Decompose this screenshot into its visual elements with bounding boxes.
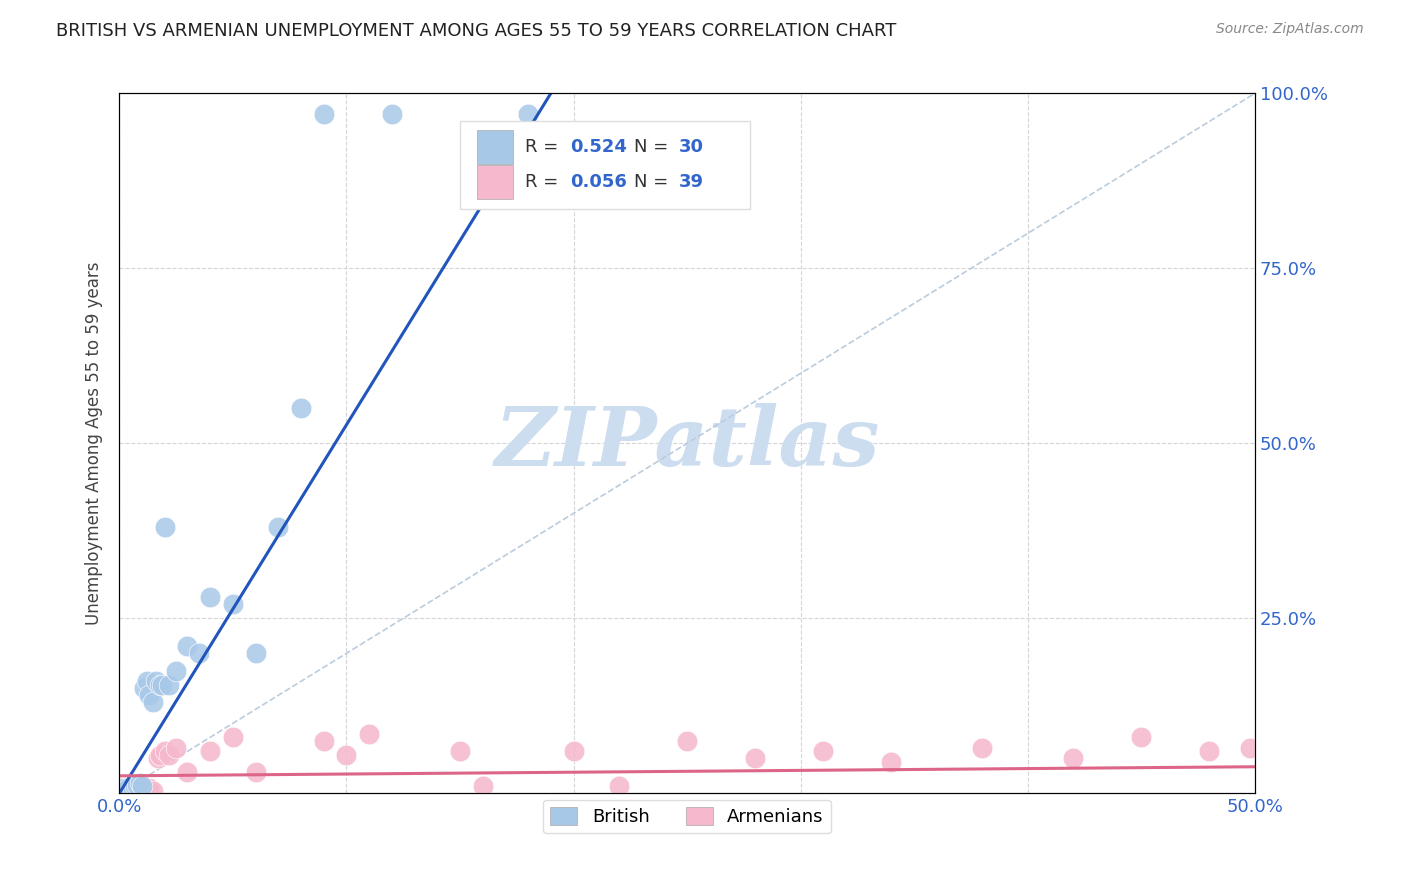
Point [149,678,172,692]
Point [359,727,381,741]
Text: R =: R = [524,138,564,156]
Point [127,778,149,792]
Point [124,782,146,797]
Point [1198,744,1220,758]
Point [153,744,176,758]
Point [176,765,198,780]
Text: Source: ZipAtlas.com: Source: ZipAtlas.com [1216,22,1364,37]
Point [142,784,165,798]
Point [149,747,172,762]
Point [112,780,135,795]
FancyBboxPatch shape [477,165,513,200]
Point [134,780,156,795]
Point [131,782,153,797]
Point [152,678,174,692]
Point [267,520,290,534]
Point [165,740,187,755]
Point [117,782,139,797]
Text: R =: R = [524,173,564,191]
Point [122,780,145,795]
Point [222,598,245,612]
Point [128,780,150,794]
Text: BRITISH VS ARMENIAN UNEMPLOYMENT AMONG AGES 55 TO 59 YEARS CORRELATION CHART: BRITISH VS ARMENIAN UNEMPLOYMENT AMONG A… [56,22,897,40]
Point [1062,751,1084,765]
Point [115,780,138,795]
Point [138,689,160,703]
Legend: British, Armenians: British, Armenians [543,799,831,833]
FancyBboxPatch shape [460,121,749,209]
Point [676,734,699,748]
Point [135,782,157,797]
Point [165,664,187,678]
Point [198,744,221,758]
Text: 0.056: 0.056 [569,173,627,191]
Point [880,755,903,769]
Point [449,744,471,758]
Text: 0.524: 0.524 [569,138,627,156]
Point [120,782,142,797]
Point [138,780,160,795]
Y-axis label: Unemployment Among Ages 55 to 59 years: Unemployment Among Ages 55 to 59 years [86,261,103,625]
Point [157,678,180,692]
Point [312,107,335,121]
Point [176,640,198,654]
Point [135,674,157,689]
Point [813,744,835,758]
Text: ZIPatlas: ZIPatlas [495,403,880,483]
Point [145,674,167,689]
Point [1130,731,1153,745]
Text: N =: N = [634,173,673,191]
Point [245,646,267,660]
Point [607,780,630,794]
Point [744,751,766,765]
Point [146,751,169,765]
Point [122,780,145,795]
FancyBboxPatch shape [477,130,513,164]
Point [198,591,221,605]
Point [222,731,245,745]
Point [128,776,150,790]
Point [290,401,312,416]
Point [134,681,156,696]
Text: N =: N = [634,138,673,156]
Point [187,646,209,660]
Point [120,784,142,798]
Point [335,747,357,762]
Point [471,780,494,794]
Point [157,747,180,762]
Point [142,695,165,709]
Point [124,780,146,794]
Point [127,780,149,795]
Point [110,780,132,795]
Point [381,107,404,121]
Point [972,740,994,755]
Point [517,107,540,121]
Point [245,765,267,780]
Point [110,780,132,795]
Point [115,782,138,797]
Point [312,734,335,748]
Text: 39: 39 [679,173,704,191]
Point [117,780,139,795]
Point [131,780,153,794]
Text: 30: 30 [679,138,704,156]
Point [153,520,176,534]
Point [112,782,135,797]
Point [1239,740,1261,755]
Point [562,744,585,758]
